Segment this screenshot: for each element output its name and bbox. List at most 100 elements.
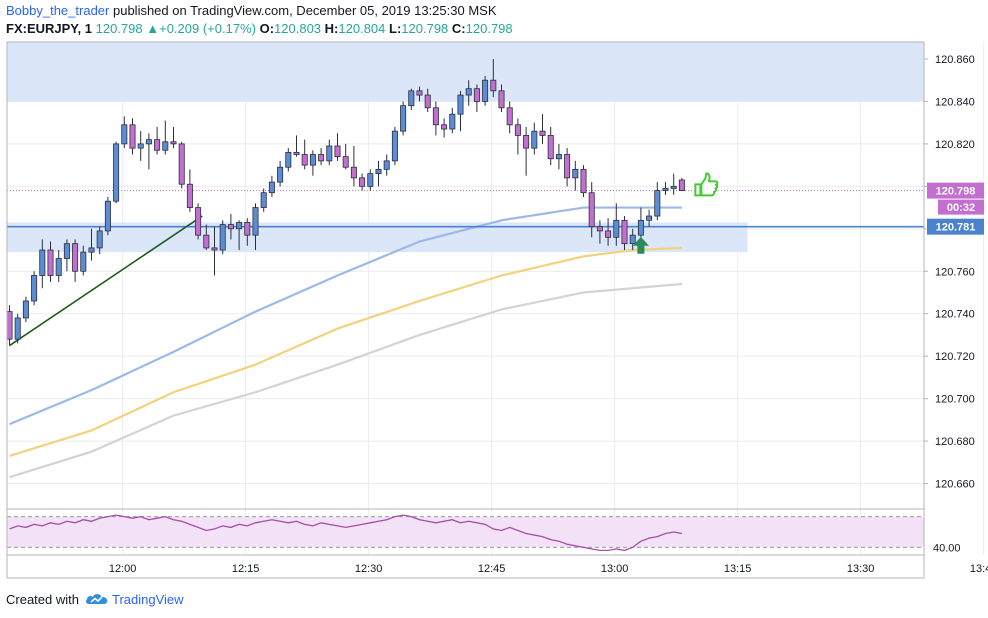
candle-body: [55, 258, 62, 276]
candle-body: [432, 107, 439, 126]
candle-body: [646, 215, 653, 221]
price-tick-label: 120.760: [935, 266, 975, 278]
candle-body: [154, 139, 161, 151]
price-tick-label: 120.680: [935, 436, 975, 448]
candle-body: [654, 190, 661, 217]
countdown-badge-bg: [938, 199, 984, 215]
candle-body: [596, 226, 603, 232]
price-badge-label: 120.798: [936, 186, 976, 198]
candle-body: [96, 230, 103, 249]
candle-body: [145, 139, 152, 145]
candle-body: [80, 251, 87, 272]
candle-body: [506, 107, 513, 126]
candle-body: [318, 154, 325, 162]
candle-body: [359, 177, 366, 187]
price-axis[interactable]: 40.00120.860120.840120.820120.800120.780…: [924, 54, 975, 554]
candle-body: [63, 243, 70, 259]
price-tick-label: 120.720: [935, 351, 975, 363]
chart-grid: [7, 42, 985, 555]
candle-body: [113, 143, 120, 202]
thumbs-up-icon: [694, 172, 719, 197]
candle-body: [203, 234, 210, 249]
candle-body: [531, 130, 538, 149]
candle-body: [498, 90, 505, 109]
candle-body: [121, 124, 128, 145]
footer-credit: Created with TradingView: [6, 592, 184, 607]
candle-body: [514, 124, 521, 136]
candle-body: [572, 168, 579, 179]
symbol-name: FX:EURJPY, 1: [6, 21, 92, 36]
open-value: 120.803: [274, 21, 322, 36]
published-text: published on TradingView.com, December 0…: [112, 3, 497, 18]
moving-average-line: [9, 282, 682, 479]
trendline[interactable]: [9, 215, 203, 347]
candle-body: [350, 166, 357, 179]
publish-info: Bobby_the_trader published on TradingVie…: [6, 3, 496, 18]
candle-body: [260, 192, 267, 208]
price-tick-label: 120.860: [935, 54, 975, 66]
author-username[interactable]: Bobby_the_trader: [6, 3, 110, 18]
price-tick-label: 120.740: [935, 309, 975, 321]
candle-body: [326, 145, 333, 162]
candle-body: [244, 222, 251, 236]
candle-body: [47, 249, 54, 276]
candle-body: [277, 166, 284, 183]
candle-body: [408, 90, 415, 107]
candle-body: [170, 141, 177, 145]
time-tick-label: 12:45: [478, 563, 506, 575]
symbol-legend: FX:EURJPY, 1 120.798 ▲+0.209 (+0.17%) O:…: [6, 21, 513, 36]
candle-body: [195, 207, 202, 236]
candle-body: [482, 79, 489, 102]
candle-body: [342, 156, 349, 168]
time-tick-label: 12:00: [109, 563, 137, 575]
candle-body: [580, 168, 587, 194]
up-arrow-icon: [632, 236, 649, 254]
candle-body: [236, 222, 243, 230]
moving-average-line: [9, 206, 682, 426]
candle-body: [186, 183, 193, 208]
close-value: 120.798: [465, 21, 513, 36]
candle-body: [555, 154, 562, 160]
level-badge-bg: [927, 218, 984, 235]
candle-body: [219, 224, 226, 251]
candle-body: [285, 151, 292, 168]
low-value: 120.798: [401, 21, 449, 36]
moving-averages: [9, 206, 682, 479]
time-axis[interactable]: 12:00 12:15 12:30 12:45 13:00 13:15 13:30 13:45…: [109, 563, 988, 575]
candle-body: [670, 185, 677, 189]
candle-body: [588, 192, 595, 228]
candle-body: [104, 200, 111, 232]
candle-body: [14, 317, 21, 340]
level-badge-label: 120.781: [936, 222, 976, 234]
price-tick-label: 120.660: [935, 479, 975, 491]
low-label: L:: [389, 21, 402, 36]
candle-body: [441, 124, 448, 130]
candle-body: [367, 173, 374, 187]
candle-body: [400, 105, 407, 132]
candle-body: [547, 134, 554, 160]
rsi-level-label: 40.00: [933, 542, 961, 554]
time-tick-label: 13:15: [724, 563, 752, 575]
high-value: 120.804: [338, 21, 386, 36]
open-label: O:: [259, 21, 275, 36]
zone-rect: [7, 42, 924, 102]
price-chart[interactable]: 40.00120.860120.840120.820120.800120.780…: [0, 0, 988, 590]
moving-average-line: [9, 246, 682, 457]
candle-body: [621, 219, 628, 245]
change-up-icon: ▲: [146, 21, 160, 36]
pane-frame: [6, 41, 925, 579]
time-tick-label: 13:45: [970, 563, 988, 575]
candle-body: [293, 151, 300, 155]
tradingview-brand[interactable]: TradingView: [112, 592, 184, 607]
candle-body: [334, 145, 341, 158]
candle-body: [22, 300, 29, 319]
candle-body: [637, 219, 644, 236]
price-badge-bg: [927, 182, 984, 199]
candle-body: [268, 181, 275, 194]
candlesticks: [7, 58, 685, 346]
candle-body: [88, 247, 95, 253]
candle-body: [523, 134, 530, 149]
rsi-pane: [7, 514, 924, 552]
candle-body: [7, 311, 13, 340]
close-label: C:: [451, 21, 466, 36]
